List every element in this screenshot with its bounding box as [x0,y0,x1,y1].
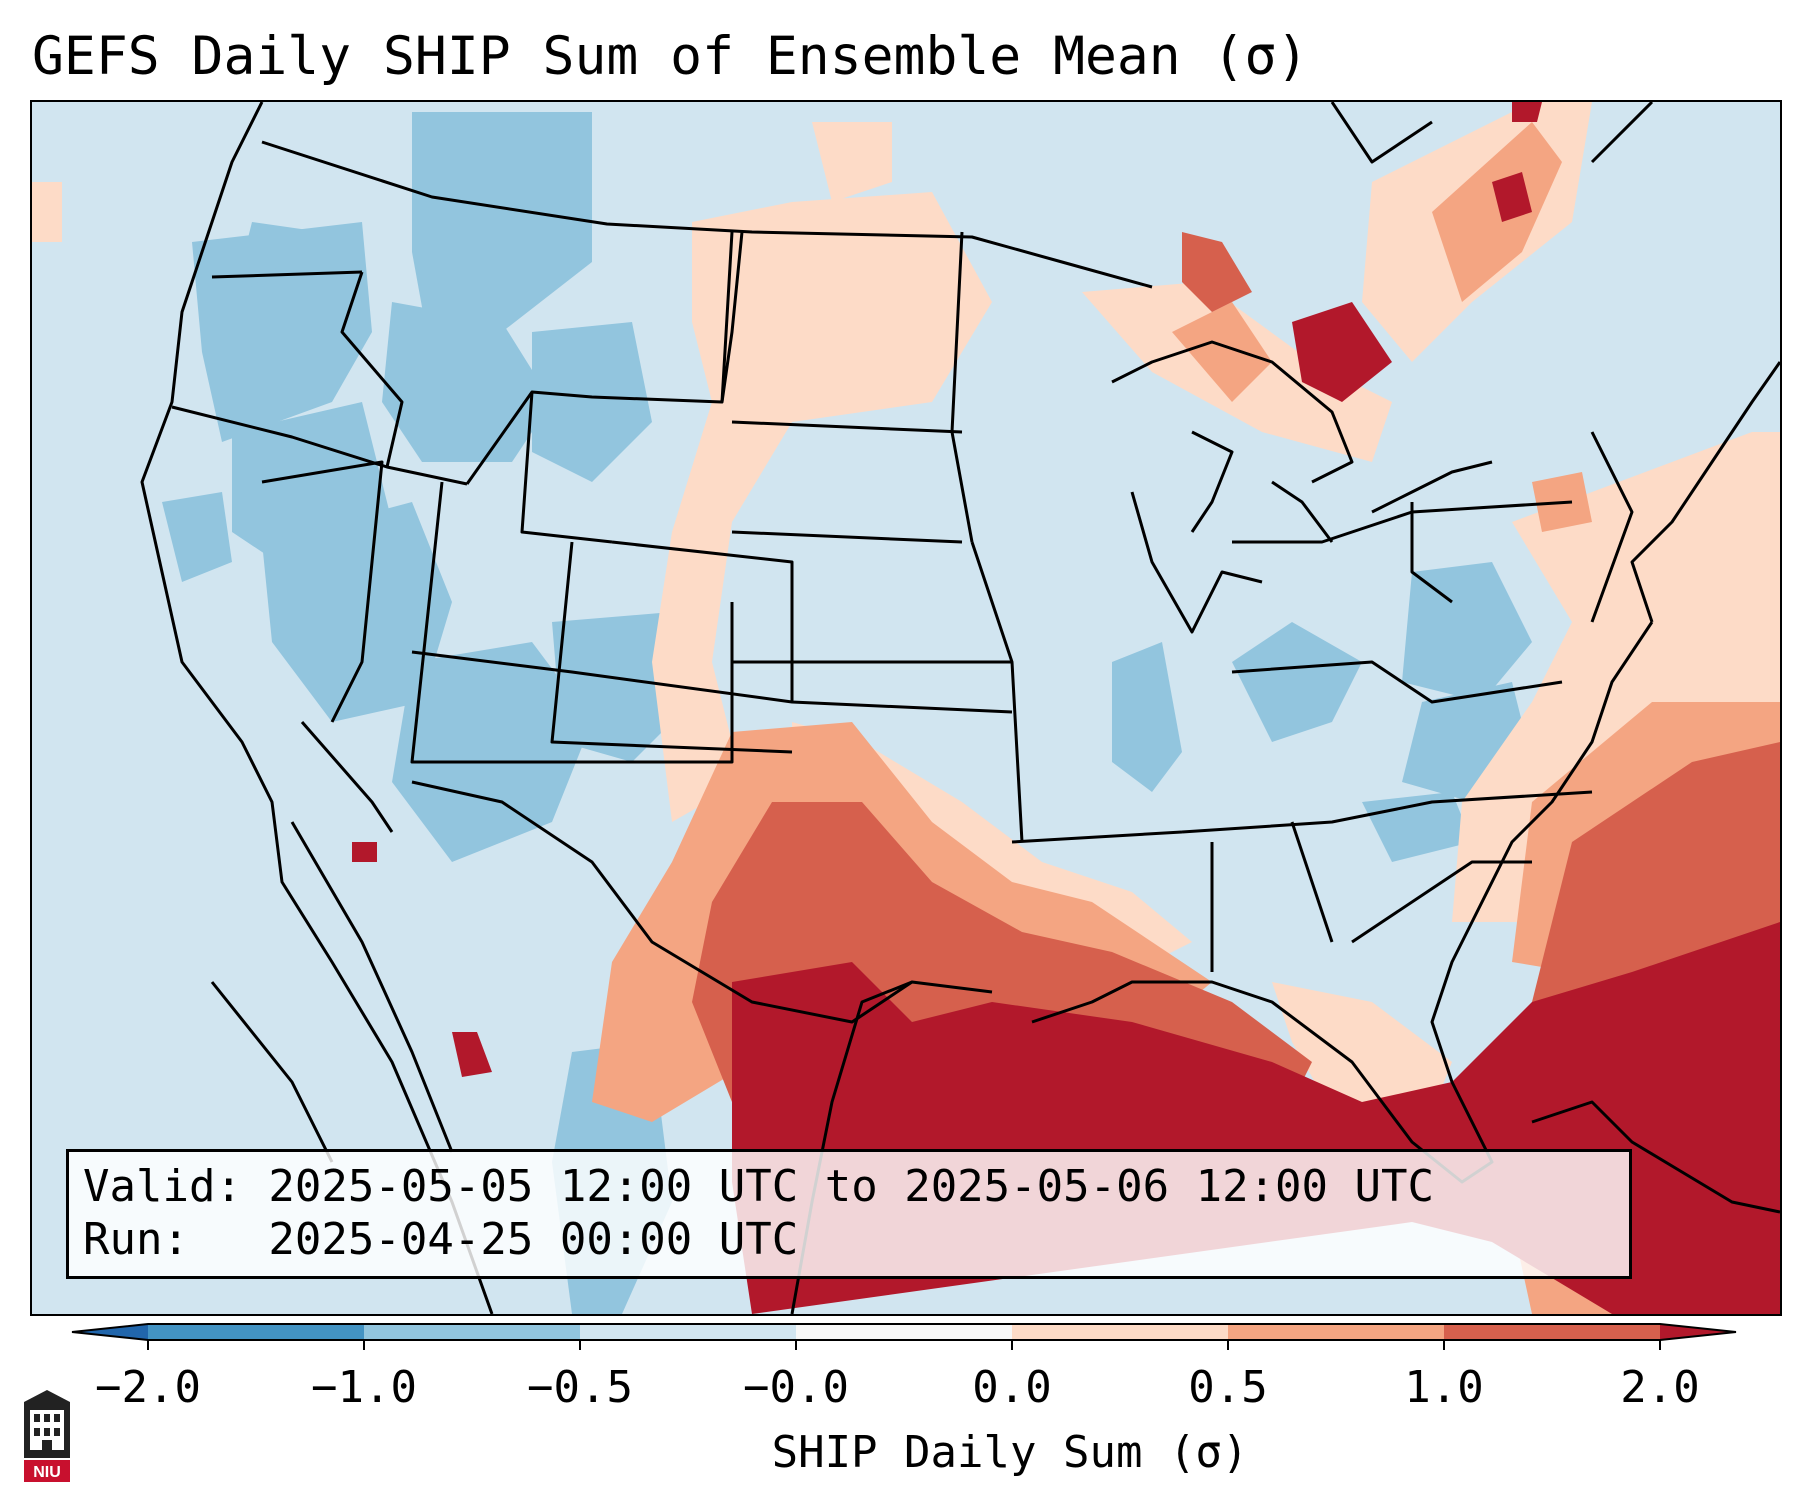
chart-title: GEFS Daily SHIP Sum of Ensemble Mean (σ) [32,26,1309,87]
colorbar [71,1323,1737,1350]
coastlines [140,102,1780,1314]
cbar-tick-label: 1.0 [1404,1362,1484,1413]
colorbar-segment-3 [580,1324,796,1340]
cbar-tick-label: −0.5 [527,1362,633,1413]
cbar-tick-label: −0.0 [743,1362,849,1413]
cbar-tick-label: −1.0 [311,1362,417,1413]
logo-text: NIU [33,1464,61,1481]
colorbar-segment-6 [1228,1324,1444,1340]
boundary-lines [171,140,1634,1163]
valid-run-box: Valid: 2025-05-05 12:00 UTC to 2025-05-0… [66,1149,1632,1279]
colorbar-cap-high [1660,1324,1736,1340]
colorbar-segment-4 [796,1324,1012,1340]
colorbar-segment-1 [148,1324,364,1340]
colorbar-segment-5 [1012,1324,1228,1340]
run-time-line: Run: 2025-04-25 00:00 UTC [83,1214,799,1265]
cbar-tick-label: 0.0 [972,1362,1052,1413]
colorbar-cap-low [72,1324,148,1340]
colorbar-segment-7 [1444,1324,1660,1340]
valid-time-line: Valid: 2025-05-05 12:00 UTC to 2025-05-0… [83,1161,1435,1212]
university-tower-logo-icon: NIU [24,1390,70,1482]
ship-field-map [32,102,1780,1314]
colorbar-ticks [147,1340,1661,1350]
colorbar-segment-2 [364,1324,580,1340]
cbar-tick-label: 2.0 [1620,1362,1700,1413]
map-panel [30,100,1782,1316]
cbar-tick-label: 0.5 [1188,1362,1268,1413]
colorbar-label: SHIP Daily Sum (σ) [771,1427,1249,1478]
cbar-tick-label: −2.0 [95,1362,201,1413]
